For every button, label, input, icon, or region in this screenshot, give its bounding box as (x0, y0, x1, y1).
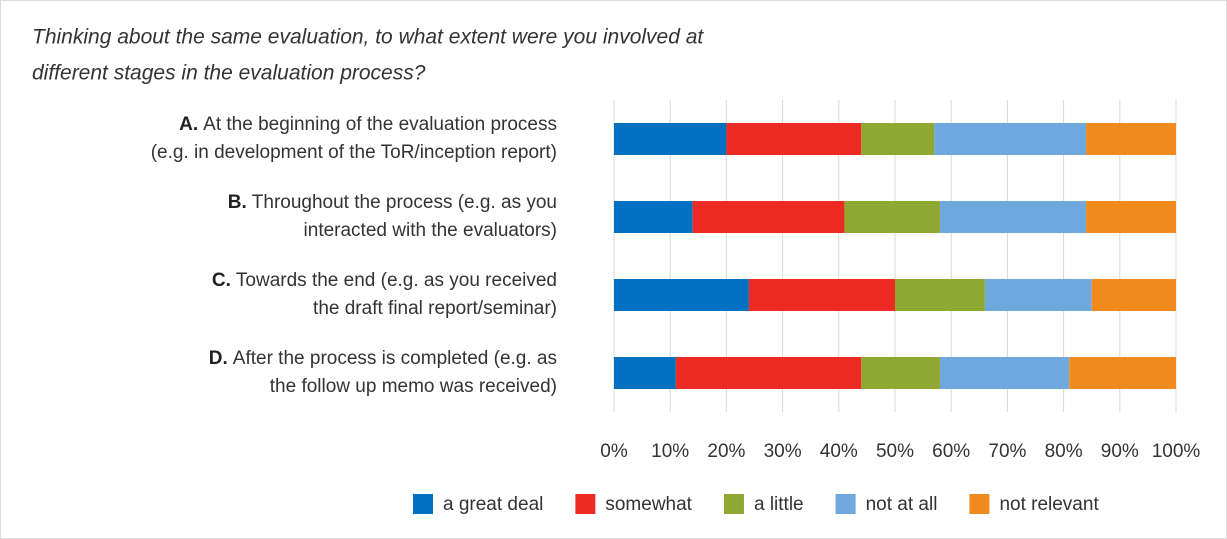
bar-segment (748, 279, 895, 311)
x-tick-label: 80% (1045, 441, 1083, 462)
category-label: D. After the process is completed (e.g. a… (209, 348, 557, 369)
category-label: A. At the beginning of the evaluation pro… (179, 114, 557, 135)
legend-label: a great deal (443, 494, 543, 515)
x-tick-label: 100% (1152, 441, 1201, 462)
category-letter: D. (209, 348, 228, 369)
legend-label: not at all (866, 494, 938, 515)
x-tick-label: 10% (651, 441, 689, 462)
bar-segment (692, 201, 845, 233)
x-tick-label: 0% (600, 441, 628, 462)
bar-segment (614, 279, 749, 311)
x-tick-label: 90% (1101, 441, 1139, 462)
bar-segment (861, 123, 935, 155)
x-tick-label: 60% (932, 441, 970, 462)
legend-swatch (969, 494, 990, 514)
legend-swatch (835, 494, 856, 514)
legend-label: not relevant (999, 494, 1099, 515)
category-label: the follow up memo was received) (270, 376, 557, 397)
bar-segment (1086, 201, 1176, 233)
bar-segment (726, 123, 862, 155)
category-label: B. Throughout the process (e.g. as you (228, 192, 557, 213)
x-tick-label: 50% (876, 441, 914, 462)
category-letter: A. (179, 114, 198, 135)
category-text: At the beginning of the evaluation proce… (203, 114, 557, 135)
category-label: C. Towards the end (e.g. as you received (212, 270, 557, 291)
bar-segment (675, 357, 862, 389)
legend-swatch (575, 494, 596, 514)
legend-label: a little (754, 494, 804, 515)
legend-label: somewhat (605, 494, 692, 515)
bar-segment (1086, 123, 1176, 155)
bar-segment (934, 123, 1087, 155)
bar-segment (861, 357, 940, 389)
bar-segment (614, 357, 676, 389)
category-text: Throughout the process (e.g. as you (252, 192, 557, 213)
category-label: interacted with the evaluators) (304, 220, 557, 241)
x-tick-label: 30% (764, 441, 802, 462)
bar-segment (984, 279, 1092, 311)
legend-swatch (723, 494, 744, 514)
x-tick-label: 40% (820, 441, 858, 462)
chart-title: Thinking about the same evaluation, to w… (32, 26, 704, 49)
bar-segment (1069, 357, 1176, 389)
category-label: (e.g. in development of the ToR/inceptio… (151, 142, 557, 163)
category-letter: B. (228, 192, 247, 213)
bar-segment (895, 279, 985, 311)
category-text: After the process is completed (e.g. as (233, 348, 557, 369)
bar-segment (939, 357, 1070, 389)
bar-segment (1091, 279, 1176, 311)
chart-title: different stages in the evaluation proce… (32, 62, 426, 85)
x-tick-label: 20% (707, 441, 745, 462)
category-text: Towards the end (e.g. as you received (236, 270, 557, 291)
bar-segment (614, 201, 693, 233)
bar-segment (939, 201, 1087, 233)
category-label: the draft final report/seminar) (313, 298, 557, 319)
category-letter: C. (212, 270, 231, 291)
x-tick-label: 70% (988, 441, 1026, 462)
bar-segment (844, 201, 940, 233)
bar-segment (614, 123, 727, 155)
legend-swatch (413, 494, 433, 514)
